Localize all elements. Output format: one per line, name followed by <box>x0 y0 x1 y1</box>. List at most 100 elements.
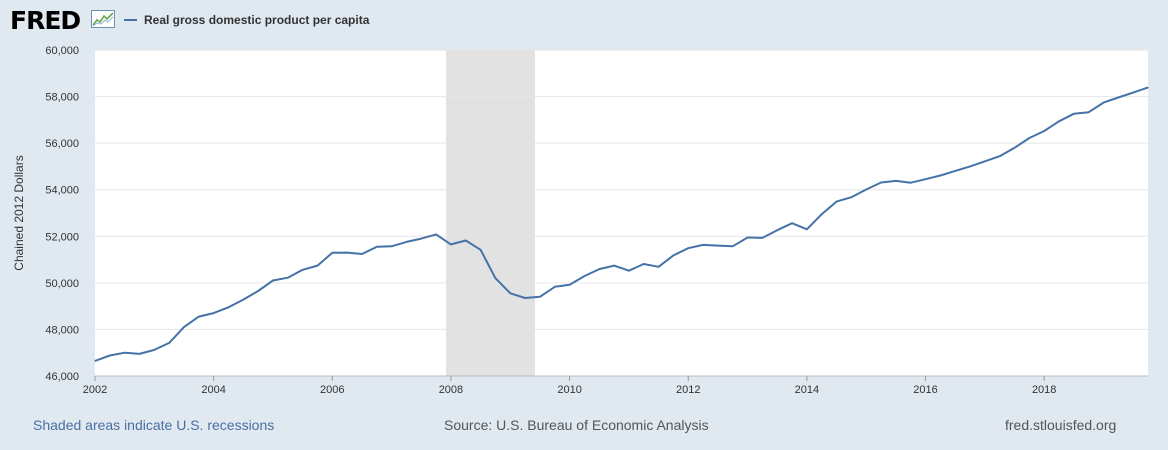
data-point <box>939 174 942 177</box>
data-point <box>850 196 853 198</box>
data-point <box>509 292 511 294</box>
data-point <box>1058 120 1060 122</box>
data-point <box>138 353 141 355</box>
legend-label: Real gross domestic product per capita <box>144 13 370 27</box>
series-line <box>94 86 1149 362</box>
data-point <box>124 352 126 354</box>
chart-header: FRED Real gross domestic product per cap… <box>0 0 1168 40</box>
data-point <box>213 312 215 314</box>
data-point <box>109 354 111 357</box>
data-point <box>524 297 526 299</box>
y-tick-label: 60,000 <box>45 45 79 57</box>
data-point <box>391 245 393 247</box>
data-point <box>168 342 170 344</box>
data-point <box>761 237 764 239</box>
x-tick-label: 2014 <box>795 384 819 396</box>
data-point <box>554 286 556 288</box>
x-tick-label: 2002 <box>83 384 107 396</box>
recessions-note-link[interactable]: Shaded areas indicate U.S. recessions <box>33 417 275 433</box>
data-point <box>672 254 675 256</box>
data-point <box>1043 130 1045 132</box>
data-point <box>702 244 704 246</box>
plot-area <box>95 50 1148 376</box>
data-point <box>287 277 289 279</box>
data-point <box>776 229 778 231</box>
data-point <box>183 326 185 328</box>
chart: 46,000 48,000 50,000 52,000 54,000 56,000 58,0… <box>12 45 1149 396</box>
data-point <box>450 243 452 245</box>
source-text: Source: U.S. Bureau of Economic Analysis <box>444 417 709 433</box>
data-point <box>895 180 897 182</box>
data-point <box>435 233 437 235</box>
data-point <box>465 239 467 242</box>
x-tick-label: 2012 <box>676 384 700 396</box>
data-point <box>1028 137 1030 139</box>
data-point <box>242 299 244 301</box>
legend: Real gross domestic product per capita <box>124 13 369 27</box>
data-point <box>643 263 645 265</box>
data-point <box>717 245 719 247</box>
data-point <box>227 306 230 308</box>
data-point <box>420 238 422 240</box>
data-point <box>302 269 304 271</box>
fred-logo[interactable]: FRED <box>10 6 81 35</box>
x-tick-label: 2008 <box>439 384 463 396</box>
x-tick-label: 2010 <box>557 384 581 396</box>
data-point <box>272 279 274 282</box>
data-point <box>954 170 956 172</box>
data-point <box>361 253 363 255</box>
data-point <box>984 160 986 162</box>
data-point <box>316 265 319 267</box>
data-point <box>257 290 259 292</box>
legend-swatch <box>124 19 137 21</box>
data-point <box>865 188 867 191</box>
data-point <box>480 249 482 251</box>
data-point <box>331 252 333 254</box>
data-point <box>1088 111 1090 113</box>
x-tick-label: 2016 <box>913 384 937 396</box>
data-point <box>613 265 615 267</box>
x-tick-label: 2006 <box>320 384 344 396</box>
data-point <box>880 181 882 184</box>
data-point <box>910 182 912 184</box>
data-point <box>94 360 96 362</box>
data-point <box>376 246 378 248</box>
data-point <box>1013 147 1016 149</box>
data-point <box>583 275 586 277</box>
data-point <box>405 241 408 243</box>
data-point <box>747 236 749 239</box>
data-point <box>598 268 600 270</box>
recession-band <box>446 50 535 376</box>
data-point <box>999 155 1001 157</box>
site-link[interactable]: fred.stlouisfed.org <box>1005 417 1117 433</box>
y-tick-label: 50,000 <box>45 278 79 290</box>
y-tick-label: 52,000 <box>45 231 79 243</box>
data-point <box>1102 102 1105 104</box>
data-point <box>1073 113 1075 115</box>
y-tick-label: 54,000 <box>45 185 79 197</box>
data-point <box>628 270 630 272</box>
data-point <box>198 316 200 318</box>
x-tick-label: 2018 <box>1032 384 1056 396</box>
data-point <box>969 165 971 167</box>
data-point <box>1147 86 1149 89</box>
line-chart-icon <box>91 10 115 28</box>
data-point <box>539 296 541 298</box>
y-tick-label: 48,000 <box>45 324 79 336</box>
y-tick-label: 46,000 <box>45 371 79 383</box>
data-point <box>821 213 823 215</box>
data-point <box>153 349 155 351</box>
y-tick-label: 58,000 <box>45 92 79 104</box>
data-point <box>732 245 734 247</box>
data-point <box>346 252 348 254</box>
data-point <box>924 178 927 180</box>
y-tick-label: 56,000 <box>45 138 79 150</box>
data-point <box>1132 92 1134 94</box>
data-point <box>791 222 793 224</box>
data-point <box>806 228 808 230</box>
y-axis-label: Chained 2012 Dollars <box>12 155 26 270</box>
data-point <box>569 284 571 286</box>
data-point <box>1117 96 1119 99</box>
x-tick-label: 2004 <box>201 384 225 396</box>
data-point <box>494 277 496 279</box>
